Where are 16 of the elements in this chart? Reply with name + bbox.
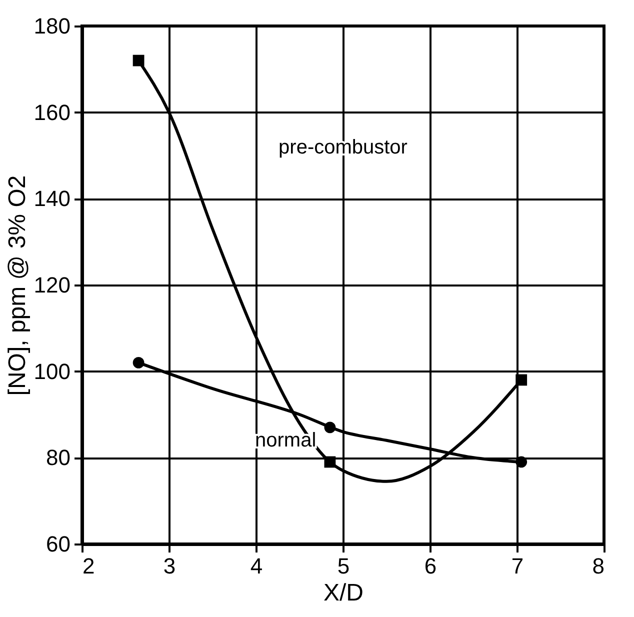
- x-tick-label: 7: [511, 554, 524, 578]
- x-tick-label: 8: [592, 554, 604, 578]
- y-tick-label: 100: [34, 358, 70, 384]
- x-tick-label: 2: [82, 554, 95, 578]
- x-tick-label: 3: [163, 554, 176, 578]
- x-tick-label: 5: [337, 554, 350, 578]
- y-tick-label: 160: [34, 100, 70, 125]
- x-tick-label: 6: [424, 554, 437, 578]
- y-tick-label: 140: [34, 186, 70, 212]
- y-tick-label: 80: [46, 445, 70, 470]
- y-axis-title: [NO], ppm @ 3% O2: [4, 175, 31, 396]
- x-tick-label: 4: [250, 554, 263, 578]
- y-tick-label: 120: [34, 272, 70, 298]
- y-tick-label: 60: [46, 532, 70, 556]
- x-axis-title: X/D: [323, 580, 364, 606]
- y-tick-label: 180: [34, 14, 70, 38]
